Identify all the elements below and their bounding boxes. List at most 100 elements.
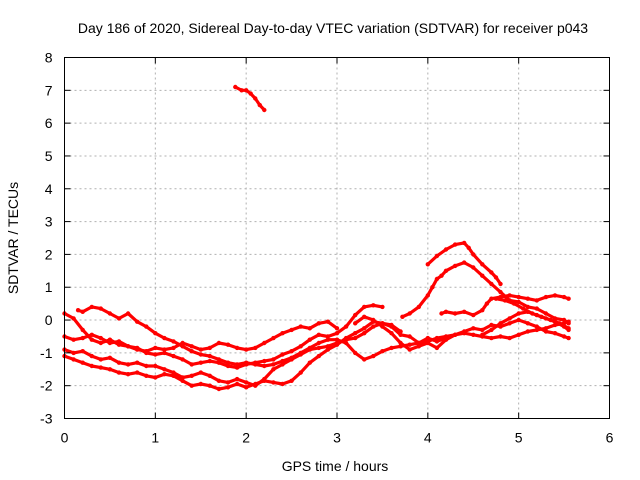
data-point [107,355,113,360]
data-point [443,268,449,273]
data-point [189,349,194,354]
data-point [98,365,104,370]
data-point [334,337,340,342]
data-point [98,357,104,362]
data-point [280,358,285,364]
data-point [198,360,203,365]
data-point [525,329,530,334]
data-point [116,316,122,321]
data-point [89,363,95,369]
axis-ticks [64,57,610,419]
data-point [362,331,367,336]
x-tick-label: 5 [515,430,523,446]
x-axis-label: GPS time / hours [282,458,389,474]
data-point [135,370,140,375]
data-point [566,296,571,301]
data-point [289,378,294,383]
data-point [89,304,95,310]
data-point [493,296,499,301]
data-point [471,332,476,337]
y-tick-label: 7 [45,82,53,98]
data-point [557,321,562,326]
data-point [298,344,303,349]
data-point [153,331,158,336]
data-point [262,340,267,346]
data-point [189,383,194,388]
data-point [462,260,467,265]
data-point [343,324,349,329]
series-line [62,321,403,388]
y-tick-label: 5 [45,148,53,164]
data-point [71,337,76,342]
data-point [552,331,558,336]
data-point [162,350,167,356]
data-point [416,304,421,310]
data-point [316,332,321,337]
data-point [552,293,558,298]
data-point [207,383,212,388]
data-point [135,360,140,365]
data-point [434,335,440,341]
data-point [98,335,104,341]
data-point [525,321,530,326]
data-point [144,350,149,356]
data-point [135,319,140,324]
data-point [498,281,503,287]
data-point [125,344,131,349]
data-point [71,316,76,321]
y-tick-label: 1 [45,279,53,295]
data-point [502,298,508,303]
data-point [271,362,276,367]
data-point [189,373,194,378]
y-tick-label: 0 [45,312,53,328]
data-point [257,102,262,108]
data-point [380,324,385,329]
data-point [162,367,167,372]
data-point [516,332,521,337]
data-point [234,345,240,351]
data-point [353,350,358,356]
data-point [316,321,321,326]
data-point [480,273,485,278]
data-point [198,381,203,387]
data-point [216,357,222,362]
data-point [325,319,331,324]
data-point [253,345,258,351]
data-point [407,334,412,339]
x-tick-label: 1 [151,430,159,446]
data-point [416,340,421,346]
data-point [380,304,385,310]
data-point [262,363,267,369]
data-point [244,88,249,93]
data-point [389,345,394,351]
data-point [434,345,440,351]
data-point [353,335,358,341]
data-point [425,335,430,341]
data-point [362,357,367,362]
data-point [316,340,321,346]
data-point [534,324,539,329]
x-tick-label: 0 [61,430,69,446]
data-point [489,327,494,333]
data-point [493,275,499,280]
data-point [298,350,303,356]
data-point [480,327,485,333]
data-point [316,345,321,351]
data-point [443,337,449,342]
data-point [561,334,567,339]
data-point [71,350,76,356]
data-point [425,262,430,267]
data-point [253,96,258,101]
data-point [298,324,303,329]
data-point [521,306,526,311]
y-tick-label: 3 [45,214,53,230]
data-point [561,317,567,323]
data-point [207,345,212,351]
data-point [271,367,276,372]
data-point [371,324,376,329]
data-point [180,344,185,349]
data-point [430,285,435,290]
data-point [244,347,249,352]
data-point [233,84,238,90]
